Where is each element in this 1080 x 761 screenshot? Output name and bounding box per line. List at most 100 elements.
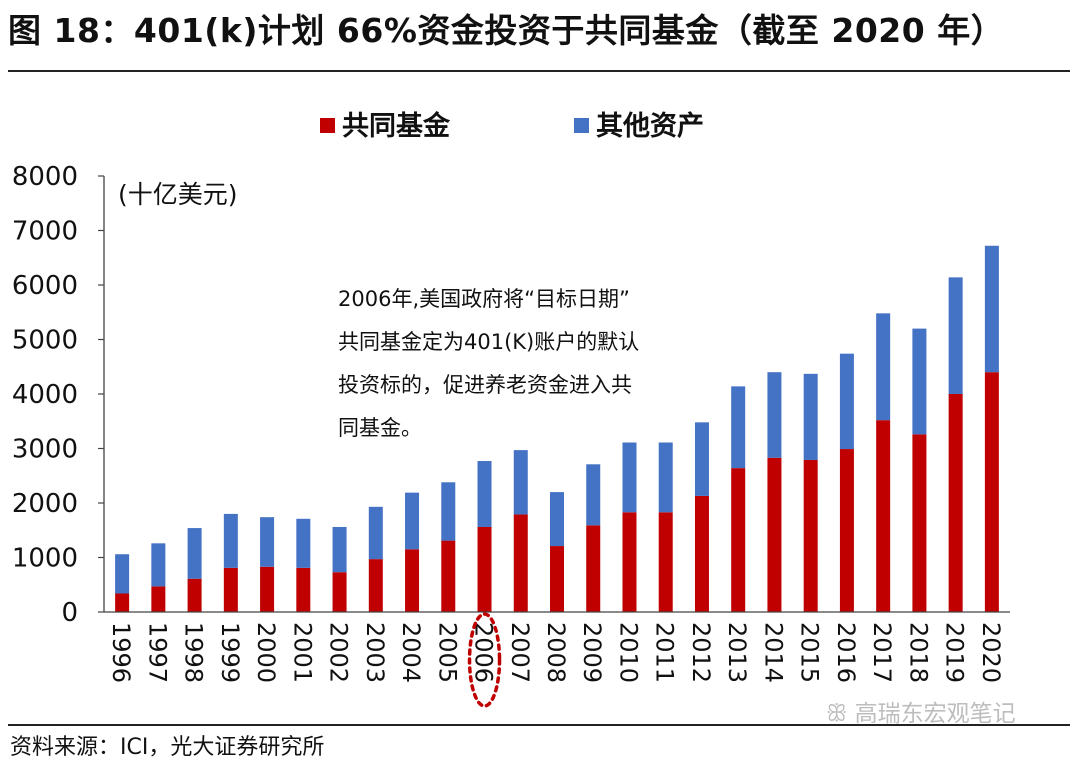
bar-other-assets-2003: [368, 506, 383, 560]
bar-mutual-funds-2001: [296, 567, 311, 612]
bar-mutual-funds-2003: [368, 559, 383, 612]
bar-mutual-funds-2020: [984, 372, 999, 612]
x-tick-label: 2011: [651, 622, 679, 683]
bar-other-assets-2000: [260, 517, 275, 567]
chart-axes: [103, 176, 1010, 613]
wechat-icon: ꕥ: [826, 701, 855, 727]
x-tick-label: 1999: [216, 622, 244, 683]
y-axis-ticks: 0 1000 2000 3000 4000 5000 6000 7000 8000: [12, 162, 104, 628]
bar-mutual-funds-2018: [912, 434, 927, 612]
bar-mutual-funds-2012: [694, 495, 709, 612]
stacked-bar-chart: 共同基金 其他资产 (十亿美元) 0 1000 2000 3000 4000 5000 600…: [12, 110, 1010, 708]
x-tick-label: 1997: [143, 622, 171, 683]
x-tick-label: 2018: [904, 622, 932, 683]
x-tick-label: 2017: [868, 622, 896, 683]
source-note: 资料来源：ICI，光大证券研究所: [10, 735, 325, 760]
y-tick-label: 2000: [12, 489, 78, 519]
x-tick-label: 2003: [361, 622, 389, 683]
chart-annotation: 2006年,美国政府将“目标日期” 共同基金定为401(K)账户的默认投资标的，促…: [338, 287, 639, 708]
bar-mutual-funds-1998: [187, 578, 202, 612]
bar-other-assets-1999: [223, 513, 238, 568]
x-tick-label: 2008: [542, 622, 570, 683]
bar-other-assets-2017: [876, 313, 891, 421]
bar-other-assets-2013: [731, 386, 746, 469]
x-tick-label: 2015: [796, 622, 824, 683]
bar-mutual-funds-2011: [658, 512, 673, 612]
annotation-line: 同基金。: [338, 416, 422, 440]
y-tick-label: 8000: [12, 162, 78, 192]
legend-label: 共同基金: [342, 110, 451, 142]
footer-divider: [8, 724, 1070, 726]
bar-other-assets-2004: [405, 492, 420, 550]
x-tick-label: 2002: [325, 622, 353, 683]
x-tick-label: 2001: [288, 622, 316, 683]
bar-mutual-funds-2009: [586, 525, 601, 612]
x-tick-label: 2012: [687, 622, 715, 683]
bar-other-assets-2002: [332, 526, 347, 573]
bar-mutual-funds-2007: [513, 514, 528, 612]
x-tick-label: 2004: [397, 622, 425, 683]
bar-other-assets-2016: [839, 353, 854, 450]
x-tick-label: 2014: [759, 622, 787, 683]
bar-series: [115, 245, 999, 612]
watermark-text: 高瑞东宏观笔记: [854, 701, 1016, 727]
bar-other-assets-2020: [984, 245, 999, 373]
bar-mutual-funds-2005: [441, 540, 456, 612]
bar-mutual-funds-2016: [839, 449, 854, 612]
legend-swatch: [320, 118, 335, 133]
y-tick-label: 0: [61, 598, 78, 628]
bar-other-assets-2014: [767, 372, 782, 458]
bar-mutual-funds-2010: [622, 512, 637, 612]
bar-mutual-funds-2013: [731, 468, 746, 612]
bar-other-assets-2006: [477, 461, 492, 527]
x-tick-label: 2010: [614, 622, 642, 683]
bar-mutual-funds-2000: [260, 566, 275, 612]
bar-other-assets-1997: [151, 543, 166, 587]
bar-mutual-funds-1996: [115, 593, 130, 612]
bar-other-assets-2015: [803, 373, 818, 460]
bar-mutual-funds-2014: [767, 457, 782, 612]
legend-label: 其他资产: [596, 111, 704, 142]
bar-other-assets-2009: [586, 464, 601, 526]
x-tick-label: 2020: [977, 622, 1005, 683]
bar-mutual-funds-2006: [477, 526, 492, 612]
y-axis-unit-label: (十亿美元): [118, 180, 238, 209]
y-tick-label: 6000: [12, 271, 78, 301]
bar-other-assets-2019: [948, 277, 963, 394]
bar-other-assets-2010: [622, 442, 637, 513]
bar-other-assets-1996: [115, 554, 130, 594]
annotation-line: 共同基金定为401(K)账户的默认: [338, 330, 639, 354]
bar-mutual-funds-2019: [948, 394, 963, 612]
y-tick-label: 1000: [12, 544, 78, 574]
bar-other-assets-2005: [441, 482, 456, 541]
bar-mutual-funds-2002: [332, 572, 347, 612]
chart-legend: 共同基金 其他资产: [320, 110, 704, 142]
x-tick-label: 2005: [433, 622, 461, 683]
bar-other-assets-2018: [912, 328, 927, 435]
bar-mutual-funds-2008: [550, 546, 564, 612]
highlight-ellipse-2006: [467, 612, 502, 708]
annotation-line: 投资标的，促进养老资金进入共: [338, 373, 632, 397]
x-tick-label: 2007: [506, 622, 534, 683]
bar-mutual-funds-1997: [151, 586, 166, 612]
y-tick-label: 4000: [12, 380, 78, 410]
annotation-line: 2006年,美国政府将“目标日期”: [338, 287, 630, 311]
y-tick-label: 7000: [12, 217, 78, 247]
x-tick-label: 2000: [252, 622, 280, 683]
bar-mutual-funds-2004: [405, 549, 420, 612]
bar-other-assets-2012: [694, 422, 709, 496]
title-divider: [8, 70, 1070, 72]
page-title: 图 18：401(k)计划 66%资金投资于共同基金（截至 2020 年）: [8, 11, 1005, 50]
bar-mutual-funds-1999: [223, 567, 238, 612]
bar-other-assets-2008: [550, 492, 564, 547]
x-tick-label: 1998: [180, 622, 208, 683]
x-tick-label: 2016: [832, 622, 860, 683]
bar-other-assets-2007: [513, 450, 528, 515]
x-tick-label: 2013: [723, 622, 751, 683]
legend-swatch: [574, 118, 589, 133]
y-tick-label: 5000: [12, 326, 78, 356]
watermark: ꕥ 高瑞东宏观笔记: [826, 694, 1016, 728]
bar-other-assets-1998: [187, 528, 202, 579]
bar-other-assets-2001: [296, 518, 311, 568]
x-tick-label: 1996: [107, 622, 135, 683]
